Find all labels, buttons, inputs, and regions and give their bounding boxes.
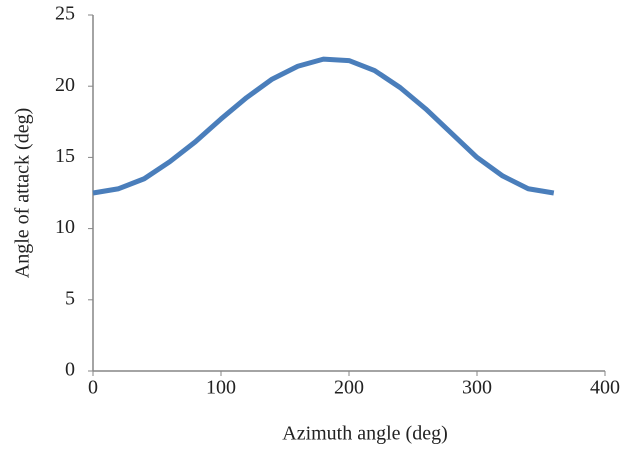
x-axis-label: Azimuth angle (deg): [282, 423, 448, 445]
x-tick-label: 400: [590, 377, 620, 399]
y-tick-label: 10: [55, 216, 75, 238]
y-tick-label: 25: [55, 3, 75, 25]
x-tick-label: 100: [206, 377, 236, 399]
y-tick-label: 5: [65, 287, 75, 309]
x-tick-label: 200: [334, 377, 364, 399]
y-tick-label: 15: [55, 145, 75, 167]
line-series: [92, 56, 555, 196]
x-tick-label: 0: [88, 377, 98, 399]
y-tick-label: 0: [65, 359, 75, 381]
y-axis-label: Angle of attack (deg): [12, 108, 34, 278]
x-tick-label: 300: [462, 377, 492, 399]
y-tick-label: 20: [55, 74, 75, 96]
